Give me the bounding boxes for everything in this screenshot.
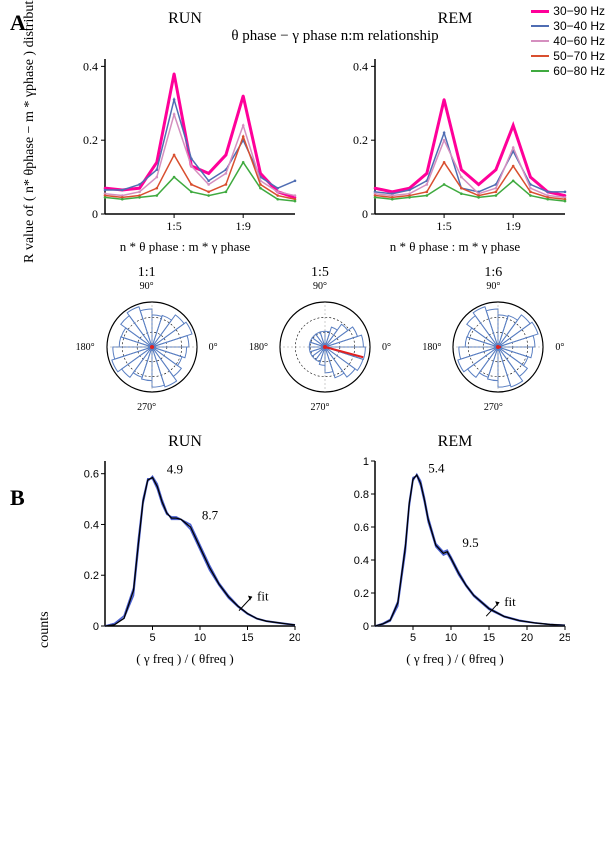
polar-plot: 1:590°180°0°270° [249,265,391,413]
svg-text:0.4: 0.4 [354,555,369,567]
svg-text:15: 15 [241,632,253,644]
subtitle-a: θ phase − γ phase n:m relationship [70,28,600,45]
svg-text:0.2: 0.2 [84,570,99,582]
svg-text:1: 1 [363,456,369,468]
svg-text:0.8: 0.8 [354,489,369,501]
svg-text:4.9: 4.9 [167,462,183,477]
rem-title-b: REM [340,433,570,451]
svg-text:25: 25 [559,632,570,644]
xlabel-a-rem: n * θ phase : m * γ phase [340,239,570,255]
svg-text:0: 0 [363,621,369,633]
chart-a-run: 0 0.2 0.4 1:5 1:9 [70,49,300,239]
polar-plot: 1:690°180°0°270° [422,265,564,413]
ylabel-a: R value of ( n* θphase − m * γphase ) di… [22,43,38,263]
svg-text:0.4: 0.4 [353,59,368,73]
svg-text:fit: fit [257,589,269,604]
svg-text:0.6: 0.6 [354,522,369,534]
svg-text:1:5: 1:5 [166,219,181,233]
svg-text:8.7: 8.7 [202,507,219,522]
ylabel-b: counts [37,568,53,648]
xlabel-b-rem: ( γ freq ) / ( θfreq ) [340,651,570,667]
legend-a: 30−90 Hz30−40 Hz40−60 Hz50−70 Hz60−80 Hz [531,4,605,79]
svg-text:20: 20 [521,632,533,644]
legend-item: 30−90 Hz [531,4,605,18]
svg-text:5: 5 [149,632,155,644]
run-title-a: RUN [70,10,300,28]
polar-plot: 1:190°180°0°270° [76,265,218,413]
svg-text:5.4: 5.4 [428,461,445,476]
legend-item: 30−40 Hz [531,19,605,33]
legend-item: 50−70 Hz [531,49,605,63]
svg-text:20: 20 [289,632,300,644]
svg-text:0.2: 0.2 [83,133,98,147]
chart-b-rem: 00.20.40.60.815101520255.49.5fit [340,451,570,651]
svg-text:10: 10 [194,632,206,644]
svg-text:1:9: 1:9 [236,219,251,233]
svg-text:1:5: 1:5 [436,219,451,233]
run-title-b: RUN [70,433,300,451]
chart-b-run: 0 0.2 0.4 0.6 5 10 15 20 4.9 8.7 fit [70,451,300,651]
svg-text:0.4: 0.4 [84,519,99,531]
polar-row: 1:190°180°0°270°1:590°180°0°270°1:690°18… [60,265,580,413]
svg-text:1:9: 1:9 [506,219,521,233]
svg-text:fit: fit [504,594,516,609]
svg-text:10: 10 [445,632,457,644]
svg-text:0.2: 0.2 [354,588,369,600]
xlabel-b-run: ( γ freq ) / ( θfreq ) [70,651,300,667]
svg-text:5: 5 [410,632,416,644]
svg-text:0.2: 0.2 [353,133,368,147]
svg-text:0: 0 [92,207,98,221]
legend-item: 40−60 Hz [531,34,605,48]
svg-text:9.5: 9.5 [462,535,478,550]
figure-root: A RUN REM θ phase − γ phase n:m relation… [10,10,600,667]
xlabel-a-run: n * θ phase : m * γ phase [70,239,300,255]
svg-text:0.4: 0.4 [83,59,98,73]
legend-item: 60−80 Hz [531,64,605,78]
svg-text:0: 0 [362,207,368,221]
svg-text:0.6: 0.6 [84,469,99,481]
panel-b-letter: B [10,485,25,511]
svg-text:0: 0 [93,621,99,633]
svg-text:15: 15 [483,632,495,644]
